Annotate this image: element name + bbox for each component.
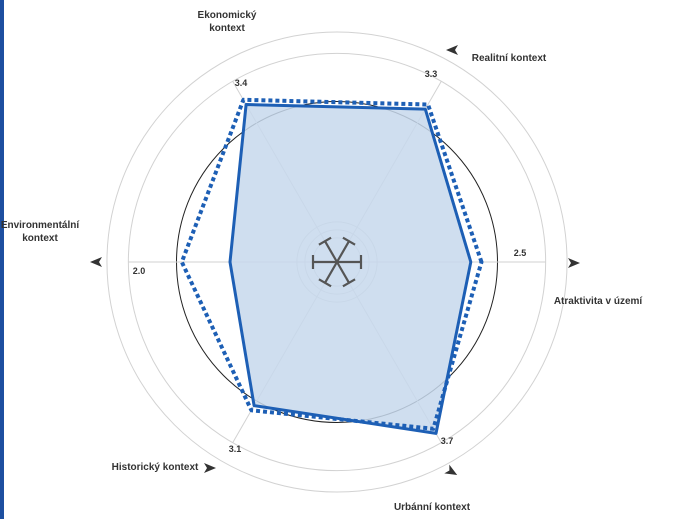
axis-label-line: kontext <box>209 23 245 34</box>
axis-label: Ekonomický kontext <box>198 10 257 34</box>
axis-label: Realitní kontext <box>472 53 547 64</box>
center-spoke-cap <box>342 236 356 246</box>
left-edge-bar <box>0 0 4 519</box>
axis-label: Urbánní kontext <box>394 502 471 513</box>
arrow-triangle-icon <box>568 258 580 268</box>
center-spoke <box>324 261 338 284</box>
asterisk-target-icon <box>311 236 363 288</box>
arrow-triangle-icon <box>444 464 458 475</box>
center-icon-layer <box>311 236 363 288</box>
series-solid-area <box>228 103 473 435</box>
center-spoke <box>336 261 350 284</box>
axis-label-line: kontext <box>22 233 58 244</box>
value-label: 3.3 <box>425 69 438 79</box>
axis-label: Historický kontext <box>112 462 199 473</box>
value-label: 3.7 <box>441 436 454 446</box>
value-label: 2.5 <box>514 248 527 258</box>
grid-ring <box>106 31 568 493</box>
axis-label: Environmentální kontext <box>1 220 81 244</box>
value-label: 3.1 <box>229 444 242 454</box>
value-label: 3.4 <box>235 78 248 88</box>
series-layer <box>179 97 484 435</box>
arrow-triangle-icon <box>446 45 458 55</box>
center-spoke <box>336 240 350 263</box>
center-spoke-cap <box>342 278 356 288</box>
value-label: 2.0 <box>133 266 146 276</box>
axis-label: Atraktivita v území <box>554 296 644 307</box>
arrow-triangle-icon <box>204 463 216 473</box>
center-spoke-cap <box>318 236 332 246</box>
axis-label-line: Environmentální <box>1 220 81 231</box>
arrow-triangle-icon <box>90 257 102 267</box>
center-spoke-cap <box>318 278 332 288</box>
axis-label-line: Ekonomický <box>198 10 257 21</box>
label-layer: Atraktivita v území 2.5 Realitní kontext 3.… <box>1 10 644 513</box>
center-spoke <box>324 240 338 263</box>
series-dotted-line <box>179 97 484 431</box>
